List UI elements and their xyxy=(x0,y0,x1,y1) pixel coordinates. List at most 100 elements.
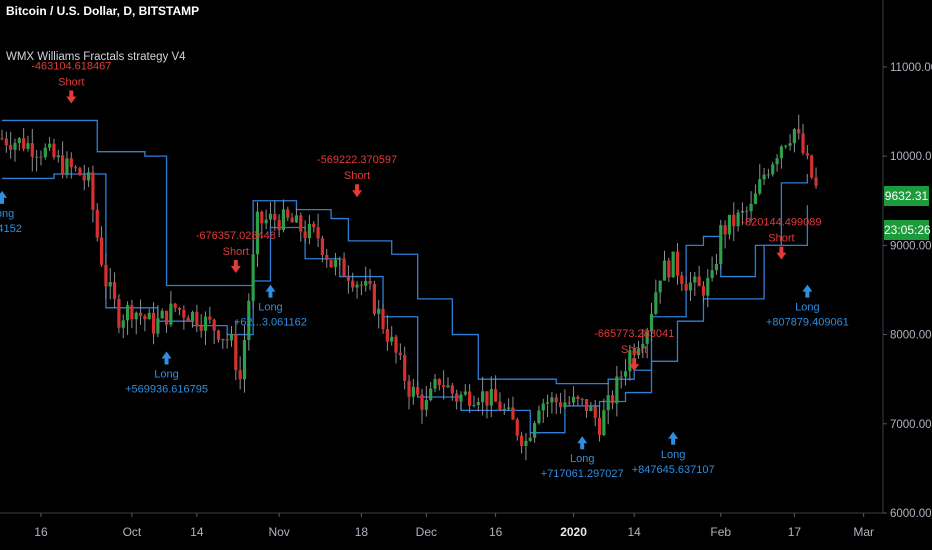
long-signal-value: +717061.297027 xyxy=(541,468,624,480)
candle-body xyxy=(247,300,251,340)
x-tick-label: 18 xyxy=(355,525,369,539)
bar-countdown-badge: 23:05:26 xyxy=(884,220,931,240)
candle-body xyxy=(571,396,576,403)
candle-body xyxy=(147,312,151,320)
short-arrow-icon xyxy=(776,246,787,260)
candle-body xyxy=(30,143,34,157)
candle-body xyxy=(584,399,589,411)
candle-body xyxy=(264,219,268,224)
candle-body xyxy=(208,316,212,320)
candle-body xyxy=(74,167,78,169)
y-tick-label: 9000.00 xyxy=(890,240,932,252)
candle-body xyxy=(619,376,623,378)
candle-body xyxy=(216,330,221,340)
short-signal-label: Short xyxy=(768,233,794,245)
candle-body xyxy=(82,175,86,181)
x-tick-label: Oct xyxy=(123,525,142,539)
long-arrow-icon xyxy=(265,284,276,298)
candle-body xyxy=(766,174,771,176)
candle-body xyxy=(507,407,511,409)
x-tick-label: 17 xyxy=(788,525,802,539)
candle-body xyxy=(390,336,394,342)
candle-body xyxy=(186,317,190,322)
candles xyxy=(0,114,818,461)
candle-body xyxy=(52,143,56,158)
candle-body xyxy=(108,282,112,287)
candle-body xyxy=(753,193,758,204)
candle-body xyxy=(424,400,428,410)
candle-body xyxy=(485,391,489,406)
y-tick-label: 11000.00 xyxy=(890,62,932,74)
candle-body xyxy=(125,305,130,321)
candle-body xyxy=(740,210,745,213)
candle-body xyxy=(359,284,363,286)
long-signal-label: Long xyxy=(258,302,282,314)
candle-body xyxy=(645,331,649,344)
strategy-label[interactable]: WMX Williams Fractals strategy V4 xyxy=(6,51,186,63)
candle-body xyxy=(156,318,160,334)
candle-body xyxy=(706,278,710,296)
candle-body xyxy=(87,172,91,181)
candle-body xyxy=(372,284,376,314)
candle-body xyxy=(675,251,680,276)
candle-body xyxy=(325,254,329,261)
candle-body xyxy=(407,380,411,397)
candle-body xyxy=(719,225,723,265)
candle-body xyxy=(299,215,303,232)
candle-body xyxy=(649,313,654,332)
candle-body xyxy=(589,406,593,411)
candle-body xyxy=(494,389,498,402)
candle-body xyxy=(199,325,203,331)
long-signal-label: Long xyxy=(154,368,178,380)
candle-body xyxy=(636,348,641,356)
long-signal-label: Long xyxy=(795,302,819,314)
short-arrow-icon xyxy=(66,90,77,104)
candle-body xyxy=(723,225,727,235)
candle-body xyxy=(121,320,125,328)
candle-body xyxy=(329,260,333,268)
candle-body xyxy=(455,393,459,402)
short-signal-value: -676357.028448 xyxy=(196,230,276,242)
candle-body xyxy=(61,155,65,175)
candle-body xyxy=(268,213,273,220)
short-signal-value: -463104.618467 xyxy=(31,61,111,73)
candle-body xyxy=(732,214,736,227)
candle-body xyxy=(762,174,766,180)
candle-body xyxy=(628,350,632,372)
candle-body xyxy=(784,145,788,147)
candle-body xyxy=(814,177,818,186)
long-arrow-icon xyxy=(577,436,588,450)
short-signal-value: -665773.283041 xyxy=(594,328,674,340)
long-signal-label: Long xyxy=(570,453,594,465)
candle-body xyxy=(697,276,701,287)
candle-body xyxy=(623,371,628,377)
candle-body xyxy=(398,352,402,356)
candle-body xyxy=(4,138,8,146)
candle-body xyxy=(13,143,17,150)
long-arrow-icon xyxy=(161,351,172,365)
candle-body xyxy=(177,307,182,310)
candle-body xyxy=(654,292,658,314)
candle-body xyxy=(242,339,247,380)
price-axis[interactable]: 6000.00 7000.00 8000.00 9000.00 10000.00 1100… xyxy=(883,62,932,520)
candle-body xyxy=(273,213,277,220)
candle-body xyxy=(91,172,95,210)
long-arrow-icon xyxy=(668,431,679,445)
candle-body xyxy=(48,143,52,148)
candle-body xyxy=(727,214,732,235)
candle-body xyxy=(641,343,645,349)
candle-body xyxy=(351,280,355,288)
candle-body xyxy=(411,386,415,397)
candle-body xyxy=(693,276,697,283)
time-axis[interactable]: 16 Oct 14 Nov 18 Dec 16 2020 14 Feb 17 Mar xyxy=(34,513,874,539)
y-tick-label: 8000.00 xyxy=(890,330,932,342)
candle-body xyxy=(442,385,446,388)
candle-body xyxy=(255,211,260,255)
candle-body xyxy=(749,203,753,212)
candle-body xyxy=(532,423,537,438)
candle-body xyxy=(277,219,281,231)
candle-body xyxy=(294,215,299,223)
candle-body xyxy=(476,402,480,405)
